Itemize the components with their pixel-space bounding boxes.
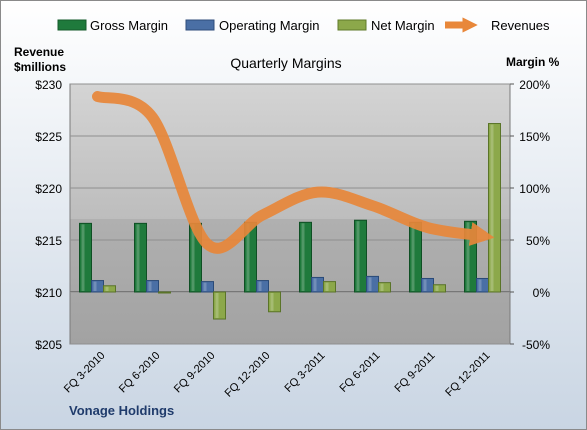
legend-label-net-margin: Net Margin <box>371 18 435 33</box>
net-margin-bar-highlight <box>380 283 384 291</box>
legend: Gross Margin Operating Margin Net Margin… <box>57 17 550 33</box>
net-margin-bar <box>103 285 116 293</box>
gross-margin-bar-highlight <box>301 223 305 291</box>
operating-margin-bar-highlight <box>423 279 427 291</box>
left-tick-label: $230 <box>35 78 62 92</box>
gross-margin-bar-highlight <box>356 221 360 291</box>
operating-margin-bar <box>256 280 269 293</box>
right-tick-label: 100% <box>519 182 550 196</box>
net-margin-bar-highlight <box>105 286 109 291</box>
gross-margin-bar <box>134 222 147 293</box>
left-tick-label: $225 <box>35 130 62 144</box>
chart-title: Quarterly Margins <box>230 55 341 71</box>
operating-margin-bar-highlight <box>368 277 372 291</box>
gross-margin-bar-highlight <box>411 223 415 291</box>
gross-margin-bar <box>79 222 92 293</box>
left-tick-label: $210 <box>35 286 62 300</box>
left-tick-label: $220 <box>35 182 62 196</box>
right-axis-title: Margin % <box>506 55 560 69</box>
gross-margin-bar-highlight <box>191 224 195 291</box>
net-margin-bar <box>323 281 336 293</box>
gross-margin-bar <box>299 221 312 293</box>
left-tick-label: $215 <box>35 234 62 248</box>
right-tick-label: -50% <box>522 338 550 352</box>
operating-margin-bar-highlight <box>478 279 482 291</box>
net-margin-bar-highlight <box>490 124 494 292</box>
right-axis-ticks: 200% 150% 100% 50% 0% -50% <box>510 78 550 352</box>
operating-margin-bar <box>421 277 434 293</box>
right-tick-label: 0% <box>533 286 551 300</box>
right-tick-label: 200% <box>519 78 550 92</box>
net-margin-bar <box>378 282 391 293</box>
gross-margin-bar <box>354 219 367 293</box>
gross-margin-bar-highlight <box>136 224 140 291</box>
left-axis-title-line2: $millions <box>14 60 66 74</box>
legend-swatch-operating-margin <box>185 19 215 31</box>
legend-swatch-net-margin <box>337 19 367 31</box>
bar-series <box>79 123 501 320</box>
operating-margin-bar <box>311 276 324 293</box>
legend-swatch-gross-margin <box>57 19 87 31</box>
left-tick-label: $205 <box>35 338 62 352</box>
net-margin-bar-highlight <box>435 285 439 291</box>
gross-margin-bar-highlight <box>246 223 250 291</box>
operating-margin-bar <box>366 275 379 293</box>
gross-margin-bar <box>409 221 422 293</box>
gross-margin-bar-highlight <box>81 224 85 291</box>
left-axis-title-line1: Revenue <box>14 45 64 59</box>
operating-margin-bar <box>476 277 489 293</box>
operating-margin-bar <box>91 280 104 293</box>
net-margin-bar <box>213 291 226 320</box>
operating-margin-bar-highlight <box>148 281 152 291</box>
revenue-line <box>92 90 495 254</box>
operating-margin-bar-highlight <box>203 282 207 291</box>
operating-margin-bar-highlight <box>93 281 97 291</box>
gross-margin-bar-highlight <box>466 222 470 291</box>
legend-label-operating-margin: Operating Margin <box>219 18 319 33</box>
revenue-series <box>92 90 495 254</box>
operating-margin-bar <box>201 281 214 293</box>
operating-margin-bar-highlight <box>313 278 317 291</box>
net-margin-bar-highlight <box>325 282 329 291</box>
legend-label-revenues: Revenues <box>491 18 550 33</box>
net-margin-bar-highlight <box>270 293 274 311</box>
right-tick-label: 50% <box>526 234 550 248</box>
net-margin-bar <box>488 123 501 293</box>
net-margin-bar <box>433 284 446 293</box>
footer-label: Vonage Holdings <box>69 403 174 418</box>
right-tick-label: 150% <box>519 130 550 144</box>
net-margin-bar <box>268 291 281 313</box>
operating-margin-bar-highlight <box>258 281 262 291</box>
net-margin-bar-highlight <box>215 293 219 319</box>
net-margin-bar <box>158 291 171 294</box>
left-axis-ticks: $230 $225 $220 $215 $210 $205 <box>35 78 62 352</box>
legend-label-gross-margin: Gross Margin <box>90 18 168 33</box>
operating-margin-bar <box>146 280 159 293</box>
